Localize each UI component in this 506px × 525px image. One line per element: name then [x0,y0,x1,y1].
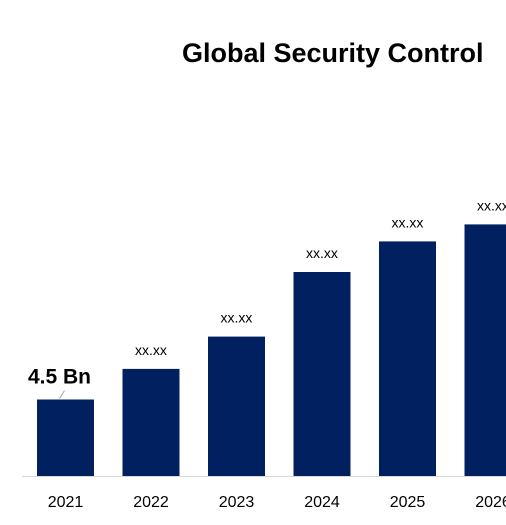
data-label-2024: xx.xx [306,245,338,261]
data-label-2026: xx.xx [477,197,506,213]
bar-2023 [208,336,265,476]
x-tick-label-2025: 2025 [390,494,426,511]
bar-2025 [379,241,436,476]
data-label-2023: xx.xx [221,310,253,326]
bar-2024 [293,272,351,476]
data-label-2021: 4.5 Bn [28,366,91,389]
data-label-leader-2021 [59,390,65,399]
bar-2021 [37,399,94,476]
x-tick-label-2023: 2023 [219,494,255,511]
chart-title: Global Security Control [182,38,484,68]
data-label-2022: xx.xx [135,342,167,358]
data-label-2025: xx.xx [392,214,424,230]
x-tick-label-2021: 2021 [48,494,84,511]
bar-2022 [122,368,180,476]
bar-2026 [464,224,506,476]
x-tick-label-2022: 2022 [133,494,169,511]
x-tick-label-2026: 2026 [475,494,506,511]
x-tick-label-2024: 2024 [304,494,340,511]
